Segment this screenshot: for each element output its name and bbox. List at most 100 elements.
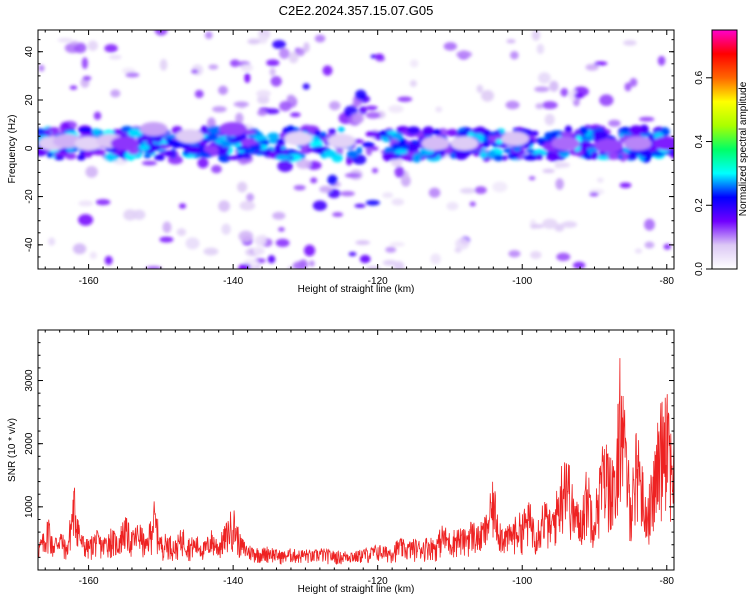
heatmap-cell xyxy=(235,112,244,124)
heatmap-y-tick-label: -20 xyxy=(24,189,35,204)
heatmap-cell xyxy=(578,140,592,151)
snr-x-tick-label: -160 xyxy=(79,576,99,587)
heatmap-cell xyxy=(536,43,545,55)
heatmap-cell xyxy=(409,80,417,87)
heatmap-cell xyxy=(492,181,508,193)
heatmap-cell xyxy=(412,152,422,163)
colorbar: 0.0 0.2 0.4 0.6 Normalized spectral amplitu… xyxy=(694,29,749,276)
heatmap-cell xyxy=(393,261,405,269)
heatmap-cell xyxy=(275,154,291,161)
colorbar-tick-label: 0.4 xyxy=(694,134,705,148)
heatmap-x-tick-label: -160 xyxy=(79,276,99,287)
snr-x-tick-label: -80 xyxy=(660,576,675,587)
heatmap-cell xyxy=(57,37,73,43)
heatmap-cell xyxy=(303,244,316,257)
heatmap-cell xyxy=(535,103,544,110)
snr-y-tick-label: 3000 xyxy=(24,369,35,392)
heatmap-cell xyxy=(454,150,469,160)
heatmap-cell xyxy=(624,82,632,92)
heatmap-cell xyxy=(644,218,655,231)
heatmap-cell xyxy=(91,149,106,156)
heatmap-cell xyxy=(249,144,263,150)
heatmap-cell xyxy=(327,174,338,186)
heatmap-cell xyxy=(366,265,381,269)
heatmap-cell xyxy=(293,185,306,191)
heatmap-peak xyxy=(501,131,529,146)
heatmap-cell xyxy=(352,112,364,124)
colorbar-tick-label: 0.6 xyxy=(694,70,705,84)
snr-x-tick-label: -100 xyxy=(512,576,532,587)
heatmap-cell xyxy=(432,129,442,136)
heatmap-cell xyxy=(542,168,555,174)
heatmap-panel: -160 -140 -120 -100 -80 -40 -20 0 20 40 Height o… xyxy=(7,29,675,295)
heatmap-cell xyxy=(290,112,301,118)
heatmap-cell xyxy=(608,119,621,127)
heatmap-cell xyxy=(506,39,516,44)
heatmap-peak xyxy=(219,121,248,136)
heatmap-cell xyxy=(446,128,459,137)
heatmap-cell xyxy=(346,156,353,166)
heatmap-cell xyxy=(276,138,286,145)
heatmap-cell xyxy=(481,140,490,148)
heatmap-cell xyxy=(621,127,630,132)
heatmap-cell xyxy=(354,203,366,208)
heatmap-cell xyxy=(422,126,434,137)
heatmap-cell xyxy=(252,246,265,256)
heatmap-cell xyxy=(549,80,559,92)
heatmap-cell xyxy=(560,131,576,137)
heatmap-cell xyxy=(319,185,332,193)
heatmap-cell xyxy=(78,126,93,133)
heatmap-cell xyxy=(594,61,608,66)
heatmap-cell xyxy=(277,227,285,232)
heatmap-cell xyxy=(303,42,310,53)
heatmap-cell xyxy=(288,51,299,64)
heatmap-cell xyxy=(591,151,599,160)
snr-x-tick-label: -140 xyxy=(223,576,243,587)
heatmap-cell xyxy=(382,192,394,199)
heatmap-cell xyxy=(365,111,381,119)
heatmap-cell xyxy=(295,159,312,169)
heatmap-cell xyxy=(596,177,604,183)
heatmap-cell xyxy=(530,250,542,260)
heatmap-cell xyxy=(430,253,441,265)
heatmap-cell xyxy=(247,38,261,45)
heatmap-cell xyxy=(397,96,413,102)
heatmap-cell xyxy=(212,106,227,113)
heatmap-cell xyxy=(389,242,405,247)
heatmap-cell xyxy=(236,146,250,151)
chart-title: C2E2.2024.357.15.07.G05 xyxy=(279,3,434,18)
heatmap-cell xyxy=(371,167,379,174)
heatmap-cell xyxy=(359,254,371,264)
heatmap-cell xyxy=(176,228,187,237)
heatmap-cell xyxy=(348,251,357,257)
heatmap-cell xyxy=(623,40,637,46)
heatmap-cell xyxy=(443,42,457,51)
heatmap-cell xyxy=(355,240,371,245)
snr-x-tick-label: -120 xyxy=(368,576,388,587)
heatmap-x-tick-label: -140 xyxy=(223,276,243,287)
heatmap-cell xyxy=(253,135,268,141)
heatmap-cell xyxy=(200,125,209,134)
heatmap-cell xyxy=(246,193,255,202)
heatmap-cell xyxy=(243,259,259,265)
heatmap-cell xyxy=(159,58,168,71)
heatmap-cell xyxy=(374,53,384,60)
heatmap-cell xyxy=(280,149,289,155)
heatmap-cell xyxy=(275,238,290,248)
heatmap-cell xyxy=(538,72,551,84)
heatmap-cell xyxy=(597,155,610,160)
heatmap-cell xyxy=(311,146,328,154)
heatmap-cell xyxy=(136,134,152,142)
heatmap-cell xyxy=(535,153,544,160)
heatmap-cell xyxy=(322,65,333,76)
heatmap-cell xyxy=(585,63,599,71)
heatmap-cell xyxy=(93,111,102,120)
heatmap-peak xyxy=(175,129,204,144)
heatmap-peak xyxy=(52,134,81,149)
heatmap-cell xyxy=(629,77,638,87)
heatmap-cell xyxy=(76,154,86,161)
heatmap-cell xyxy=(670,153,674,159)
heatmap-cell xyxy=(269,67,276,77)
heatmap-y-tick-label: 20 xyxy=(24,94,35,106)
heatmap-y-tick-label: 40 xyxy=(24,46,35,58)
